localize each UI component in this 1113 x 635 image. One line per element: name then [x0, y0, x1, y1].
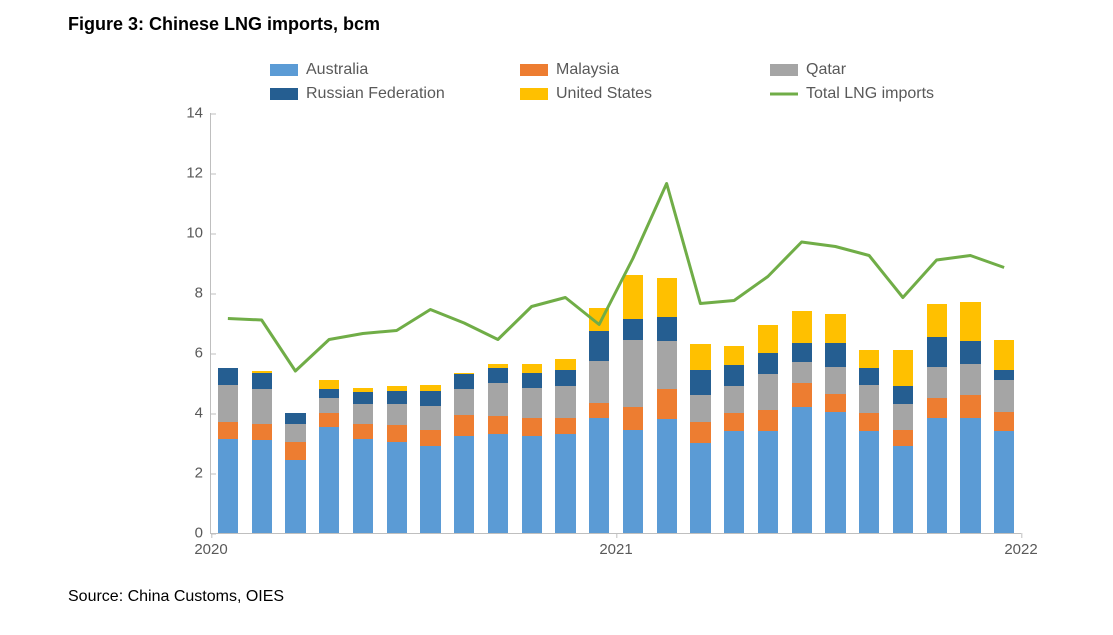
x-tick: 2021: [599, 533, 632, 558]
source-caption: Source: China Customs, OIES: [68, 588, 284, 606]
legend-item-qatar: Qatar: [770, 58, 1020, 82]
legend-label: Russian Federation: [306, 85, 445, 103]
y-tick: 10: [186, 225, 211, 242]
y-tick: 14: [186, 105, 211, 122]
y-tick: 8: [195, 285, 211, 302]
legend-item-russian-federation: Russian Federation: [270, 82, 520, 106]
legend: Australia Malaysia Qatar Russian Federation…: [270, 58, 1030, 106]
legend-item-united-states: United States: [520, 82, 770, 106]
legend-label: Malaysia: [556, 61, 619, 79]
chart-container: Australia Malaysia Qatar Russian Federation…: [150, 58, 1030, 568]
legend-swatch-icon: [770, 64, 798, 76]
legend-swatch-icon: [520, 88, 548, 100]
legend-item-malaysia: Malaysia: [520, 58, 770, 82]
legend-label: Australia: [306, 61, 368, 79]
y-tick: 4: [195, 405, 211, 422]
legend-label: Qatar: [806, 61, 846, 79]
total-line: [211, 113, 1021, 533]
legend-line-icon: [770, 88, 798, 100]
y-tick: 6: [195, 345, 211, 362]
legend-swatch-icon: [270, 64, 298, 76]
y-tick: 2: [195, 465, 211, 482]
figure-title: Figure 3: Chinese LNG imports, bcm: [68, 14, 380, 35]
plot-area: 02468101214202020212022: [210, 113, 1021, 534]
x-tick: 2020: [194, 533, 227, 558]
y-tick: 12: [186, 165, 211, 182]
total-line-path: [228, 184, 1004, 372]
legend-item-australia: Australia: [270, 58, 520, 82]
legend-swatch-icon: [520, 64, 548, 76]
x-tick: 2022: [1004, 533, 1037, 558]
legend-label: Total LNG imports: [806, 85, 934, 103]
legend-label: United States: [556, 85, 652, 103]
legend-swatch-icon: [270, 88, 298, 100]
legend-item-total: Total LNG imports: [770, 82, 1020, 106]
